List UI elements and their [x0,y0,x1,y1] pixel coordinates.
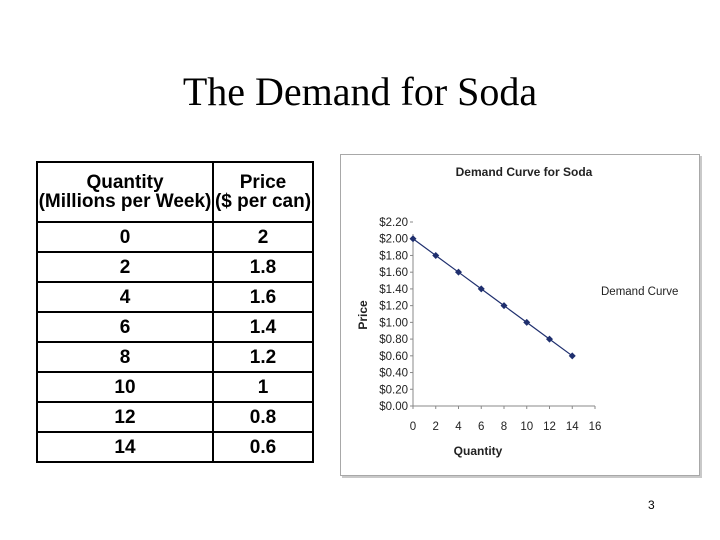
x-tick-label: 14 [566,421,579,433]
y-axis-ticks: $0.00 $0.20 $0.40 $0.60 $0.80 $1.00 $1.20 $1.40… [379,217,413,413]
y-tick-label: $0.00 [379,401,408,413]
y-tick-label: $0.40 [379,368,408,380]
y-tick-label: $0.80 [379,334,408,346]
demand-point [432,251,440,259]
y-tick-label: $1.00 [379,317,408,329]
y-tick-label: $2.20 [379,217,408,229]
demand-table: Quantity (Millions per Week) Price ($ pe… [36,161,314,463]
x-tick-label: 4 [455,421,462,433]
series-layer [409,235,576,360]
header-quantity: Quantity (Millions per Week) [36,161,214,223]
table-row: 6 1.4 [36,311,314,343]
table-row: 10 1 [36,371,314,403]
quantity-cell: 8 [36,341,214,373]
legend-label: Demand Curve [601,286,678,298]
header-quantity-line1: Quantity [86,172,164,193]
demand-point [409,235,417,243]
quantity-cell: 6 [36,311,214,343]
demand-point [455,268,462,276]
x-tick-label: 2 [433,421,439,433]
y-tick-label: $0.60 [379,351,408,363]
quantity-cell: 14 [36,431,214,463]
x-tick-label: 6 [478,421,484,433]
x-tick-label: 10 [520,421,533,433]
price-cell: 1.6 [212,281,314,313]
price-cell: 1.8 [212,251,314,283]
demand-curve-line [412,238,573,357]
y-axis-label: Price [356,300,370,330]
x-tick-label: 8 [501,421,507,433]
slide-title: The Demand for Soda [182,69,538,114]
y-tick-label: $2.00 [379,234,408,246]
x-tick-label: 12 [543,421,556,433]
x-tick-label: 0 [410,421,416,433]
demand-point [500,302,508,310]
table-row: 12 0.8 [36,401,314,433]
demand-point [546,335,553,343]
demand-point [568,352,576,360]
x-axis-ticks: 0 2 4 6 8 10 12 14 16 [410,406,602,433]
price-cell: 1 [212,371,314,403]
header-price: Price ($ per can) [212,161,314,223]
header-quantity-line2: (Millions per Week) [38,191,212,212]
demand-chart: Demand Curve for Soda $0.00 $0.20 $0.40 $0.… [340,154,700,476]
table-row: 2 1.8 [36,251,314,283]
quantity-cell: 4 [36,281,214,313]
chart-title: Demand Curve for Soda [456,165,593,179]
price-cell: 2 [212,221,314,253]
price-cell: 1.2 [212,341,314,373]
header-price-line2: ($ per can) [214,191,312,212]
demand-point [523,318,531,326]
price-cell: 0.6 [212,431,314,463]
table-row: 4 1.6 [36,281,314,313]
y-tick-label: $1.80 [379,250,408,262]
price-cell: 1.4 [212,311,314,343]
y-tick-label: $0.20 [379,384,408,396]
y-tick-label: $1.40 [379,284,408,296]
quantity-cell: 2 [36,251,214,283]
quantity-cell: 0 [36,221,214,253]
y-tick-label: $1.20 [379,301,408,313]
demand-point [477,285,485,293]
quantity-cell: 10 [36,371,214,403]
table-row: 8 1.2 [36,341,314,373]
price-cell: 0.8 [212,401,314,433]
x-tick-label: 16 [589,421,602,433]
table-header-row: Quantity (Millions per Week) Price ($ pe… [36,161,314,223]
y-tick-label: $1.60 [379,267,408,279]
page-number: 3 [648,498,655,512]
header-price-line1: Price [239,172,287,193]
table-row: 14 0.6 [36,431,314,463]
demand-chart-svg: Demand Curve for Soda $0.00$0.20$0.40$0.… [356,165,678,458]
quantity-cell: 12 [36,401,214,433]
x-axis-label: Quantity [454,444,503,458]
